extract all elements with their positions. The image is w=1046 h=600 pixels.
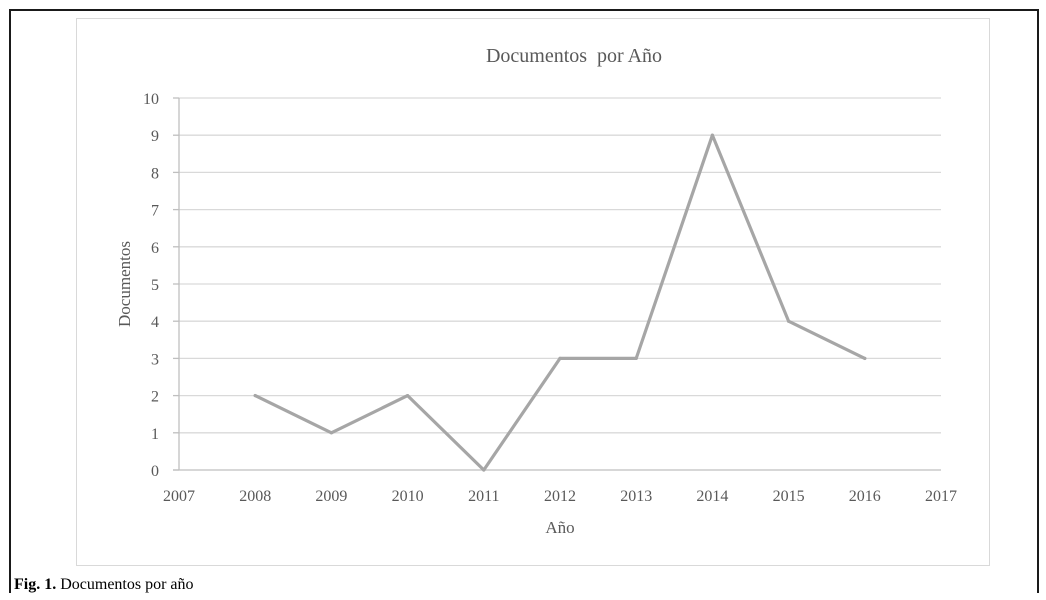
- y-tick-label-2: 2: [151, 389, 159, 406]
- y-tick-label-10: 10: [143, 91, 159, 108]
- chart-title: Documentos por Año: [486, 45, 662, 67]
- x-tick-label-2013: 2013: [620, 488, 652, 505]
- x-axis-title: Año: [545, 518, 574, 537]
- x-tick-label-2014: 2014: [696, 488, 728, 505]
- caption-text: Documentos por año: [60, 576, 194, 593]
- y-axis-title: Documentos: [115, 241, 134, 327]
- data-point-2008: [253, 394, 257, 398]
- x-tick-label-2007: 2007: [163, 488, 195, 505]
- y-tick-label-9: 9: [151, 128, 159, 145]
- x-tick-label-2017: 2017: [925, 488, 957, 505]
- data-point-2010: [406, 394, 410, 398]
- x-tick-label-2015: 2015: [773, 488, 805, 505]
- chart-area: 0 1 2 3 4 5 6 7 8 9 10 2007 2008 2009 2010 2011 2012 2013…: [76, 18, 990, 566]
- data-point-2015: [787, 319, 791, 323]
- y-tick-label-0: 0: [151, 463, 159, 480]
- y-tick-label-3: 3: [151, 351, 159, 368]
- data-point-2016: [863, 356, 867, 360]
- y-tick-label-7: 7: [151, 203, 159, 220]
- y-tick-label-1: 1: [151, 426, 159, 443]
- x-tick-label-2008: 2008: [239, 488, 271, 505]
- y-tick-label-4: 4: [151, 314, 159, 331]
- caption-label: Fig. 1.: [14, 576, 57, 593]
- figure-caption: Fig. 1. Documentos por año: [14, 576, 194, 594]
- x-tick-label-2016: 2016: [849, 488, 881, 505]
- data-point-2013: [634, 356, 638, 360]
- data-point-2009: [329, 431, 333, 435]
- x-tick-label-2010: 2010: [392, 488, 424, 505]
- x-tick-label-2009: 2009: [315, 488, 347, 505]
- data-point-2014: [710, 133, 715, 137]
- x-tick-label-2011: 2011: [468, 488, 499, 505]
- data-point-2012: [558, 356, 562, 360]
- data-point-2011: [482, 468, 486, 472]
- figure-frame: [9, 9, 1039, 593]
- line-chart: 0 1 2 3 4 5 6 7 8 9 10 2007 2008 2009 2010 2011 2012 2013…: [115, 45, 957, 537]
- y-tick-label-5: 5: [151, 277, 159, 294]
- y-tick-label-8: 8: [151, 165, 159, 182]
- x-tick-label-2012: 2012: [544, 488, 576, 505]
- series-line-0: [253, 133, 867, 472]
- y-tick-label-6: 6: [151, 240, 159, 257]
